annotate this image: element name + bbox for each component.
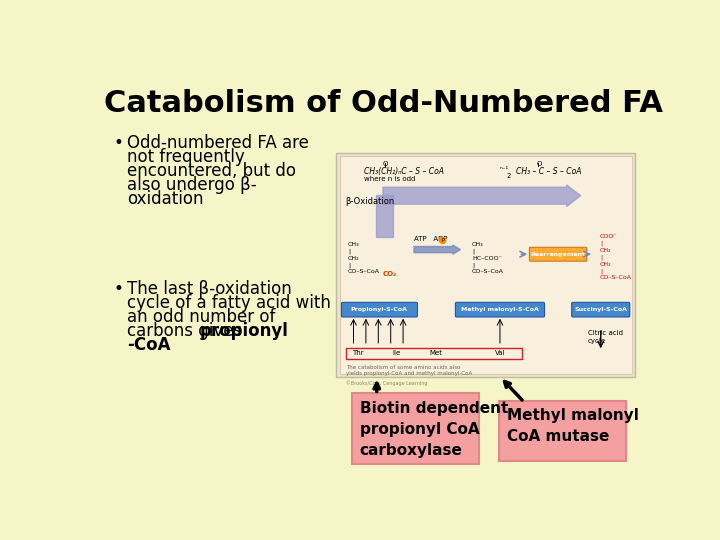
Text: P: P xyxy=(442,239,445,244)
Text: Citric acid
cycle: Citric acid cycle xyxy=(588,330,623,344)
Text: O: O xyxy=(536,161,541,167)
Text: Biotin dependent
propionyl CoA
carboxylase: Biotin dependent propionyl CoA carboxyla… xyxy=(360,401,508,457)
FancyBboxPatch shape xyxy=(529,247,587,261)
FancyBboxPatch shape xyxy=(336,153,635,377)
Text: Propionyl-S-CoA: Propionyl-S-CoA xyxy=(351,307,408,312)
Text: The last β-oxidation: The last β-oxidation xyxy=(127,280,292,299)
Text: Catabolism of Odd-Numbered FA: Catabolism of Odd-Numbered FA xyxy=(104,90,663,118)
Text: Val: Val xyxy=(495,350,506,356)
Text: ⁿ⁻¹: ⁿ⁻¹ xyxy=(499,167,508,173)
Text: Methyl malonyl-S-CoA: Methyl malonyl-S-CoA xyxy=(461,307,539,312)
Text: Methyl malonyl
CoA mutase: Methyl malonyl CoA mutase xyxy=(507,408,639,444)
Text: CO₂: CO₂ xyxy=(383,271,397,277)
Text: CH₃ – C – S – CoA: CH₃ – C – S – CoA xyxy=(516,167,582,176)
Text: β-Oxidation: β-Oxidation xyxy=(346,197,395,206)
FancyBboxPatch shape xyxy=(456,302,544,317)
Text: also undergo β-: also undergo β- xyxy=(127,176,257,194)
Text: encountered, but do: encountered, but do xyxy=(127,162,296,180)
FancyArrow shape xyxy=(376,195,393,237)
FancyBboxPatch shape xyxy=(352,393,479,464)
Text: ATP   ADP: ATP ADP xyxy=(414,236,447,242)
Text: Met: Met xyxy=(429,350,443,356)
Text: carbons gives: carbons gives xyxy=(127,322,248,340)
FancyBboxPatch shape xyxy=(572,302,630,317)
Text: CH₃
|
CH₂
|
CO–S–CoA: CH₃ | CH₂ | CO–S–CoA xyxy=(348,242,380,274)
Text: CH₃
|
HC–COO⁻
|
CO–S–CoA: CH₃ | HC–COO⁻ | CO–S–CoA xyxy=(472,242,504,274)
Text: Thr: Thr xyxy=(352,350,364,356)
Text: CH₃(CH₂)ₙC – S – CoA: CH₃(CH₂)ₙC – S – CoA xyxy=(364,167,444,176)
Text: Ile: Ile xyxy=(392,350,400,356)
Text: ©Brooks/Cole, Cengage Learning: ©Brooks/Cole, Cengage Learning xyxy=(346,381,427,386)
Text: oxidation: oxidation xyxy=(127,190,204,207)
FancyArrow shape xyxy=(414,245,461,254)
Text: where n is odd: where n is odd xyxy=(364,177,415,183)
Text: cycle of a fatty acid with: cycle of a fatty acid with xyxy=(127,294,331,312)
Text: Odd-numbered FA are: Odd-numbered FA are xyxy=(127,134,309,152)
Text: an odd number of: an odd number of xyxy=(127,308,276,326)
FancyBboxPatch shape xyxy=(341,302,418,317)
Text: COO⁻
|
CH₂
|
CH₂
|
CO–S–CoA: COO⁻ | CH₂ | CH₂ | CO–S–CoA xyxy=(600,234,632,280)
Text: not frequently: not frequently xyxy=(127,148,245,166)
FancyBboxPatch shape xyxy=(340,157,631,374)
Text: -CoA: -CoA xyxy=(127,336,171,354)
FancyBboxPatch shape xyxy=(499,401,626,461)
Text: propionyl: propionyl xyxy=(200,322,289,340)
Text: •: • xyxy=(113,280,123,299)
Text: •: • xyxy=(113,134,123,152)
Text: Succinyl-S-CoA: Succinyl-S-CoA xyxy=(575,307,627,312)
Text: O: O xyxy=(383,161,388,167)
FancyArrow shape xyxy=(383,185,580,206)
Circle shape xyxy=(439,237,446,244)
Text: The catabolism of some amino acids also
yields propionyl-CoA and methyl malonyl-: The catabolism of some amino acids also … xyxy=(346,365,472,376)
Text: 2: 2 xyxy=(507,173,511,179)
Text: Rearrangement: Rearrangement xyxy=(531,252,585,256)
